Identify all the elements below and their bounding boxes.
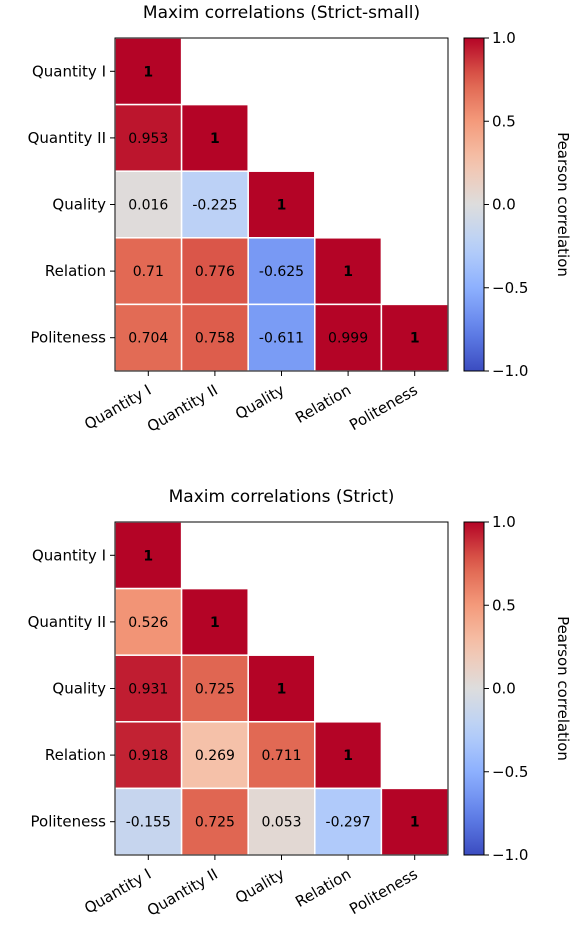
cell-value-label: -0.225: [192, 198, 237, 214]
heatmap-cell: [114, 37, 183, 106]
y-tick-label: Relation: [45, 262, 106, 280]
colorbar-tick-label: −0.5: [492, 763, 528, 781]
colorbar-tick-label: 0.5: [492, 112, 516, 130]
x-tick-label: Quality: [232, 865, 288, 907]
cell-value-label: 0.999: [328, 331, 368, 347]
x-tick-label: Relation: [292, 865, 354, 911]
cell-value-label: 1: [277, 198, 287, 214]
colorbar-label: Pearson correlation: [554, 616, 572, 761]
cell-value-label: -0.155: [126, 815, 171, 831]
cell-value-label: 0.269: [195, 748, 235, 764]
x-tick-label: Quantity I: [81, 381, 154, 434]
heatmap-cell: [114, 521, 183, 590]
cell-value-label: -0.297: [326, 815, 371, 831]
heatmap-cell: [314, 237, 383, 306]
heatmap-cell: [180, 303, 249, 372]
y-tick-label: Quality: [52, 196, 106, 214]
y-tick-label: Quantity I: [32, 62, 106, 80]
colorbar-tick-label: 0.0: [492, 680, 516, 698]
colorbar-tick-label: 0.5: [492, 596, 516, 614]
cell-value-label: 0.725: [195, 682, 235, 698]
x-tick-label: Quality: [232, 381, 288, 423]
cell-value-label: 0.918: [128, 748, 168, 764]
colorbar-tick-label: −1.0: [492, 362, 528, 380]
colorbar-tick-label: −1.0: [492, 846, 528, 864]
cell-value-label: 1: [343, 748, 353, 764]
heatmap-panel-1: Maxim correlations (Strict-small) 1 0.953 1…: [28, 3, 572, 436]
colorbar-tick-label: 0.0: [492, 196, 516, 214]
heatmap-cell: [114, 103, 183, 172]
x-tick-label: Politeness: [346, 381, 421, 434]
heatmap-cell: [180, 587, 249, 656]
x-tick-label: Politeness: [346, 865, 421, 918]
heatmap-cell: [114, 787, 183, 856]
heatmap-panel-2: Maxim correlations (Strict) 1 0.526 1 0.931 0…: [28, 487, 572, 920]
cell-value-label: 0.953: [128, 131, 168, 147]
colorbar: [463, 37, 485, 372]
cell-value-label: 0.053: [261, 815, 301, 831]
heatmap-cell: [314, 721, 383, 790]
colorbar-tick-label: 1.0: [492, 513, 516, 531]
x-tick-label: Quantity I: [81, 865, 154, 918]
cell-value-label: 0.758: [195, 331, 235, 347]
y-tick-label: Quality: [52, 680, 106, 698]
cell-value-label: 0.526: [128, 615, 168, 631]
y-tick-label: Quantity II: [28, 129, 106, 147]
cell-value-label: -0.611: [259, 331, 304, 347]
chart-title: Maxim correlations (Strict-small): [143, 3, 420, 23]
colorbar-tick-label: 1.0: [492, 29, 516, 47]
cell-value-label: 1: [143, 548, 153, 564]
cell-value-label: 0.71: [133, 264, 164, 280]
chart-title: Maxim correlations (Strict): [169, 487, 395, 507]
cell-value-label: 1: [410, 815, 420, 831]
heatmap-cell: [180, 721, 249, 790]
heatmap-cell: [247, 170, 316, 239]
colorbar: [463, 521, 485, 856]
y-tick-label: Politeness: [31, 329, 107, 347]
y-tick-label: Relation: [45, 746, 106, 764]
colorbar-tick-label: −0.5: [492, 279, 528, 297]
cell-value-label: 0.016: [128, 198, 168, 214]
cell-value-label: -0.625: [259, 264, 304, 280]
cell-value-label: 0.776: [195, 264, 235, 280]
cell-value-label: 1: [210, 131, 220, 147]
x-tick-label: Quantity II: [144, 381, 221, 436]
heatmap-cell: [247, 654, 316, 723]
cell-value-label: 0.704: [128, 331, 168, 347]
heatmap-cell: [114, 654, 183, 723]
cell-value-label: 0.931: [128, 682, 168, 698]
cell-value-label: 0.725: [195, 815, 235, 831]
cell-value-label: 1: [410, 331, 420, 347]
cell-value-label: 0.711: [261, 748, 301, 764]
cell-value-label: 1: [143, 64, 153, 80]
heatmap-cell: [180, 237, 249, 306]
x-tick-label: Quantity II: [144, 865, 221, 920]
y-tick-label: Quantity II: [28, 613, 106, 631]
cell-value-label: 1: [210, 615, 220, 631]
heatmap-cell: [314, 303, 383, 372]
y-tick-label: Quantity I: [32, 546, 106, 564]
y-tick-label: Politeness: [31, 813, 107, 831]
cell-value-label: 1: [277, 682, 287, 698]
cell-value-label: 1: [343, 264, 353, 280]
x-tick-label: Relation: [292, 381, 354, 427]
colorbar-label: Pearson correlation: [554, 132, 572, 277]
